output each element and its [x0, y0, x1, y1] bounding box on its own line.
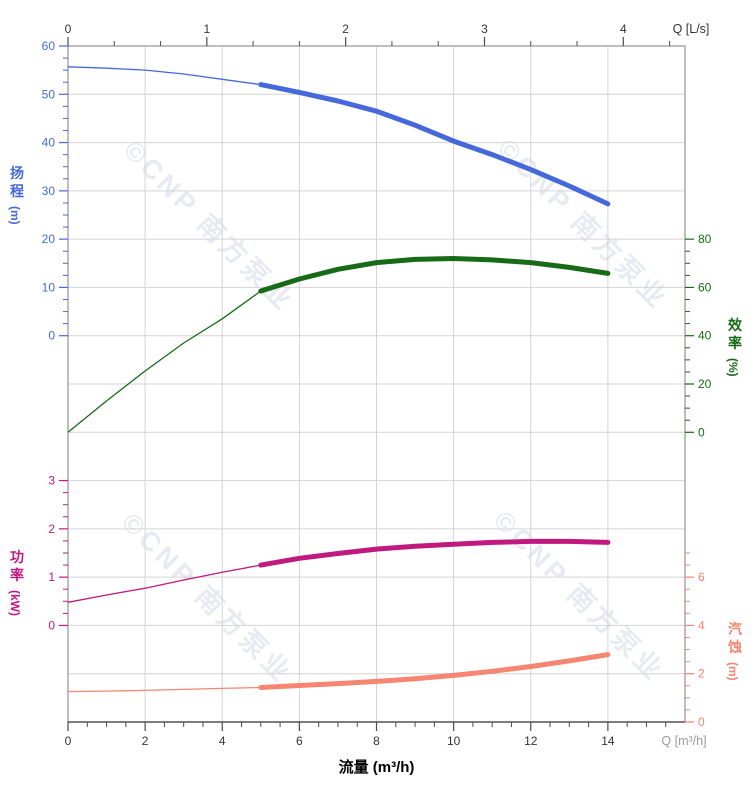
npsh-axis-tick-label: 2 — [698, 667, 705, 681]
watermark: ©CNP 南方泵业 — [492, 132, 675, 315]
head-curve — [258, 82, 611, 207]
npsh-axis-title: 蚀 — [727, 639, 742, 655]
npsh-axis-tick-label: 0 — [698, 715, 705, 729]
power-axis-tick-label: 3 — [48, 474, 55, 488]
power-axis-unit: (kW) — [8, 590, 22, 616]
bottom-axis-tick-label: 4 — [219, 734, 226, 748]
efficiency-axis-tick-label: 40 — [698, 329, 712, 343]
head-curve-thin — [67, 66, 261, 86]
bottom-axis-tick-label: 10 — [447, 734, 461, 748]
head-axis-tick-label: 0 — [48, 329, 55, 343]
efficiency-axis-tick-label: 60 — [698, 280, 712, 294]
efficiency-axis-tick-label: 20 — [698, 377, 712, 391]
head-axis-tick-label: 60 — [42, 39, 56, 53]
npsh-curve-thin — [67, 686, 261, 693]
power-axis-title: 率 — [10, 567, 24, 583]
power-curve-thin — [67, 564, 261, 603]
bottom-axis-tick-label: 14 — [601, 734, 615, 748]
power-axis-title: 功 — [10, 549, 24, 565]
power-axis-tick-label: 2 — [48, 522, 55, 536]
bottom-axis-tick-label: 8 — [373, 734, 380, 748]
efficiency-axis-title: 率 — [728, 335, 742, 351]
head-axis-tick-label: 20 — [42, 232, 56, 246]
efficiency-axis-unit: (%) — [726, 358, 740, 377]
bottom-axis-tick-label: 0 — [65, 734, 72, 748]
bottom-axis-unit-label: Q [m³/h] — [661, 734, 706, 748]
npsh-axis-unit: (m) — [726, 662, 740, 681]
head-axis-unit: (m) — [8, 206, 22, 225]
power-curve — [258, 538, 611, 568]
efficiency-curve-thin — [67, 290, 262, 433]
watermark: ©CNP 南方泵业 — [116, 506, 299, 689]
efficiency-curve — [258, 256, 611, 294]
top-axis-unit-label: Q [L/s] — [673, 22, 710, 36]
power-axis-tick-label: 0 — [48, 618, 55, 632]
head-axis-tick-label: 50 — [42, 87, 56, 101]
efficiency-axis-tick-label: 0 — [698, 425, 705, 439]
head-axis-title: 扬 — [10, 165, 24, 181]
power-axis-tick-label: 1 — [48, 570, 55, 584]
efficiency-axis-tick-label: 80 — [698, 232, 712, 246]
bottom-axis-tick-label: 12 — [524, 734, 538, 748]
top-axis-tick-label: 2 — [342, 22, 349, 36]
head-axis-tick-label: 10 — [42, 280, 56, 294]
x-axis-title: 流量 (m³/h) — [339, 758, 415, 776]
top-axis-tick-label: 1 — [203, 22, 210, 36]
efficiency-axis-title: 效 — [728, 317, 743, 333]
top-axis-tick-label: 4 — [620, 22, 627, 36]
npsh-axis-tick-label: 6 — [698, 570, 705, 584]
bottom-axis-tick-label: 2 — [142, 734, 149, 748]
npsh-axis-title: 汽 — [728, 621, 742, 637]
npsh-curve — [258, 652, 611, 690]
top-axis-tick-label: 3 — [481, 22, 488, 36]
head-axis-tick-label: 30 — [42, 184, 56, 198]
npsh-axis-tick-label: 4 — [698, 618, 705, 632]
head-axis-title: 程 — [10, 183, 24, 199]
top-axis-tick-label: 0 — [65, 22, 72, 36]
bottom-axis-tick-label: 6 — [296, 734, 303, 748]
head-axis-tick-label: 40 — [42, 136, 56, 150]
